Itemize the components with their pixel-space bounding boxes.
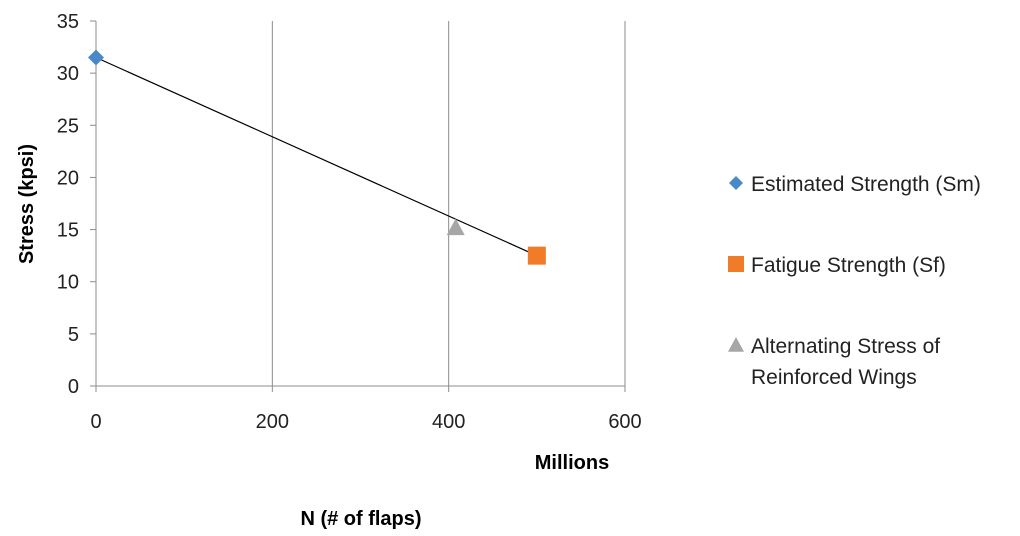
x-tick-labels: 0 200 400 600	[90, 411, 641, 433]
x-axis-unit-label: Millions	[535, 452, 609, 474]
data-markers	[88, 49, 546, 265]
axes	[90, 20, 626, 392]
y-tick-label-15: 15	[57, 220, 79, 242]
y-tick-labels: 0 5 10 15 20 25 30 35	[57, 11, 79, 398]
y-tick-label-30: 30	[57, 63, 79, 85]
legend-entry-2-line-0: Alternating Stress of	[751, 335, 940, 358]
legend-marker-0	[729, 176, 743, 190]
x-tick-label-200: 200	[256, 411, 289, 433]
y-tick-label-5: 5	[68, 324, 79, 346]
legend-entry-2: Alternating Stress of Reinforced Wings	[751, 335, 940, 389]
legend-entry-0-line-0: Estimated Strength (Sm)	[751, 173, 981, 196]
legend-entry-0: Estimated Strength (Sm)	[751, 173, 981, 196]
legend-marker-2	[728, 337, 744, 352]
legend-marker-1	[728, 256, 744, 272]
data-point-series-2-0	[446, 218, 465, 236]
trendline	[95, 56, 538, 257]
legend-entry-1-line-0: Fatigue Strength (Sf)	[751, 254, 946, 277]
x-tick-label-600: 600	[608, 411, 641, 433]
y-tick-label-35: 35	[57, 11, 79, 33]
x-tick-label-400: 400	[432, 411, 465, 433]
legend-entry-2-line-1: Reinforced Wings	[751, 366, 917, 389]
data-point-series-1-0	[527, 246, 546, 265]
y-tick-label-0: 0	[68, 376, 79, 398]
x-axis-title: N (# of flaps)	[300, 508, 421, 530]
gridlines	[271, 21, 626, 386]
y-axis-title: Stress (kpsi)	[16, 144, 38, 264]
y-tick-label-20: 20	[57, 167, 79, 189]
y-tick-label-25: 25	[57, 115, 79, 137]
x-tick-label-0: 0	[90, 411, 101, 433]
legend-entry-1: Fatigue Strength (Sf)	[751, 254, 946, 277]
data-point-series-0-0	[88, 49, 104, 66]
legend: Estimated Strength (Sm) Fatigue Strength …	[728, 173, 981, 389]
y-tick-label-10: 10	[57, 272, 79, 294]
trendline-layer	[95, 56, 538, 257]
